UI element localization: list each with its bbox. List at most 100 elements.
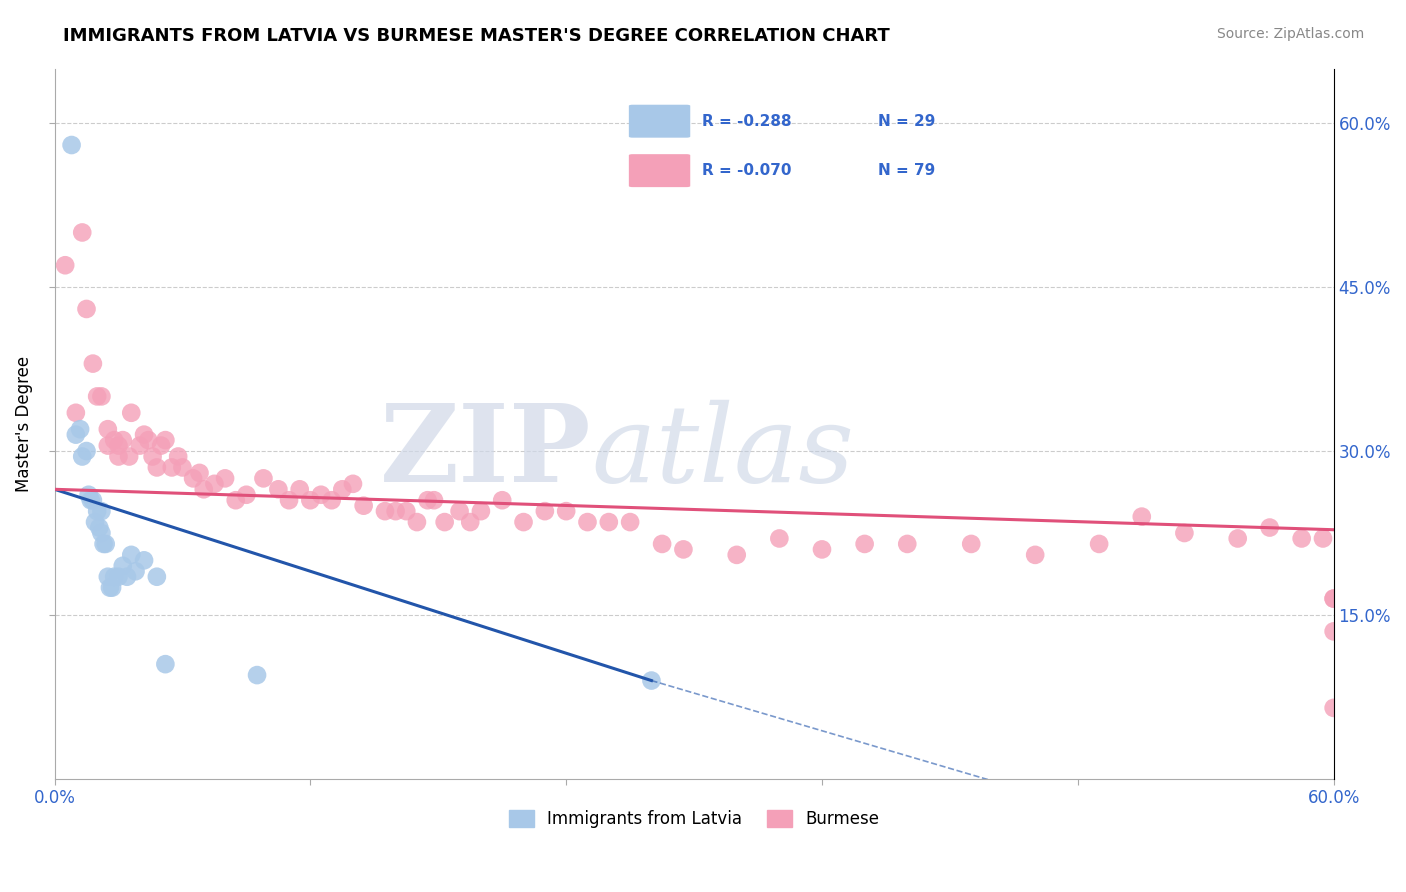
Point: [960, 537, 983, 551]
Point: [330, 483, 353, 497]
Point: [90, 526, 112, 541]
Point: [309, 488, 332, 502]
Point: [120, 548, 142, 562]
Point: [97, 439, 120, 453]
Point: [853, 537, 876, 551]
Point: [651, 537, 673, 551]
Point: [1323, 701, 1346, 715]
Point: [103, 570, 125, 584]
Point: [172, 460, 194, 475]
Point: [107, 439, 129, 453]
Y-axis label: Master's Degree: Master's Degree: [15, 356, 32, 491]
Point: [555, 504, 578, 518]
Point: [86, 504, 108, 518]
Point: [619, 515, 641, 529]
Point: [97, 422, 120, 436]
Point: [278, 493, 301, 508]
Point: [128, 439, 150, 453]
Point: [132, 427, 155, 442]
Point: [353, 499, 375, 513]
Point: [267, 483, 290, 497]
Point: [150, 439, 173, 453]
Point: [416, 493, 439, 508]
Point: [672, 542, 695, 557]
Point: [60, 138, 83, 153]
Text: atlas: atlas: [592, 400, 855, 505]
Point: [768, 532, 790, 546]
Point: [1024, 548, 1046, 562]
Text: ZIP: ZIP: [380, 399, 592, 505]
Point: [94, 537, 117, 551]
Point: [384, 504, 406, 518]
Legend: Immigrants from Latvia, Burmese: Immigrants from Latvia, Burmese: [502, 803, 886, 835]
Point: [82, 493, 104, 508]
Point: [1323, 624, 1346, 639]
Point: [225, 493, 247, 508]
Point: [491, 493, 513, 508]
Point: [142, 450, 165, 464]
Point: [181, 471, 204, 485]
Point: [1291, 532, 1313, 546]
Point: [235, 488, 257, 502]
Point: [97, 570, 120, 584]
Point: [1312, 532, 1334, 546]
Point: [146, 460, 169, 475]
Point: [214, 471, 236, 485]
Point: [288, 483, 311, 497]
Point: [246, 668, 269, 682]
Point: [1130, 509, 1153, 524]
Point: [89, 520, 111, 534]
Point: [65, 427, 87, 442]
Point: [374, 504, 396, 518]
Point: [65, 406, 87, 420]
Point: [640, 673, 662, 688]
Point: [576, 515, 599, 529]
Point: [80, 493, 103, 508]
Point: [155, 433, 177, 447]
Point: [118, 450, 141, 464]
Point: [321, 493, 343, 508]
Point: [433, 515, 456, 529]
Point: [896, 537, 918, 551]
Point: [188, 466, 211, 480]
Point: [124, 564, 146, 578]
Point: [252, 471, 274, 485]
Point: [1088, 537, 1111, 551]
Point: [111, 558, 134, 573]
Point: [534, 504, 557, 518]
Point: [136, 433, 159, 447]
Point: [423, 493, 446, 508]
Point: [93, 537, 115, 551]
Point: [70, 226, 93, 240]
Point: [406, 515, 429, 529]
Point: [98, 581, 121, 595]
Point: [299, 493, 322, 508]
Point: [111, 433, 134, 447]
Point: [470, 504, 492, 518]
Point: [725, 548, 748, 562]
Point: [120, 406, 142, 420]
Point: [160, 460, 183, 475]
Point: [204, 476, 226, 491]
Point: [82, 357, 104, 371]
Point: [107, 450, 129, 464]
Point: [103, 433, 125, 447]
Point: [1226, 532, 1249, 546]
Point: [53, 258, 76, 272]
Point: [86, 389, 108, 403]
Point: [146, 570, 169, 584]
Point: [1323, 591, 1346, 606]
Point: [167, 450, 190, 464]
Point: [132, 553, 155, 567]
Point: [1173, 526, 1195, 541]
Point: [512, 515, 534, 529]
Point: [90, 504, 112, 518]
Point: [90, 389, 112, 403]
Point: [115, 570, 138, 584]
Point: [70, 450, 93, 464]
Point: [1323, 591, 1346, 606]
Point: [76, 301, 98, 316]
Point: [101, 581, 124, 595]
Point: [155, 657, 177, 672]
Point: [811, 542, 834, 557]
